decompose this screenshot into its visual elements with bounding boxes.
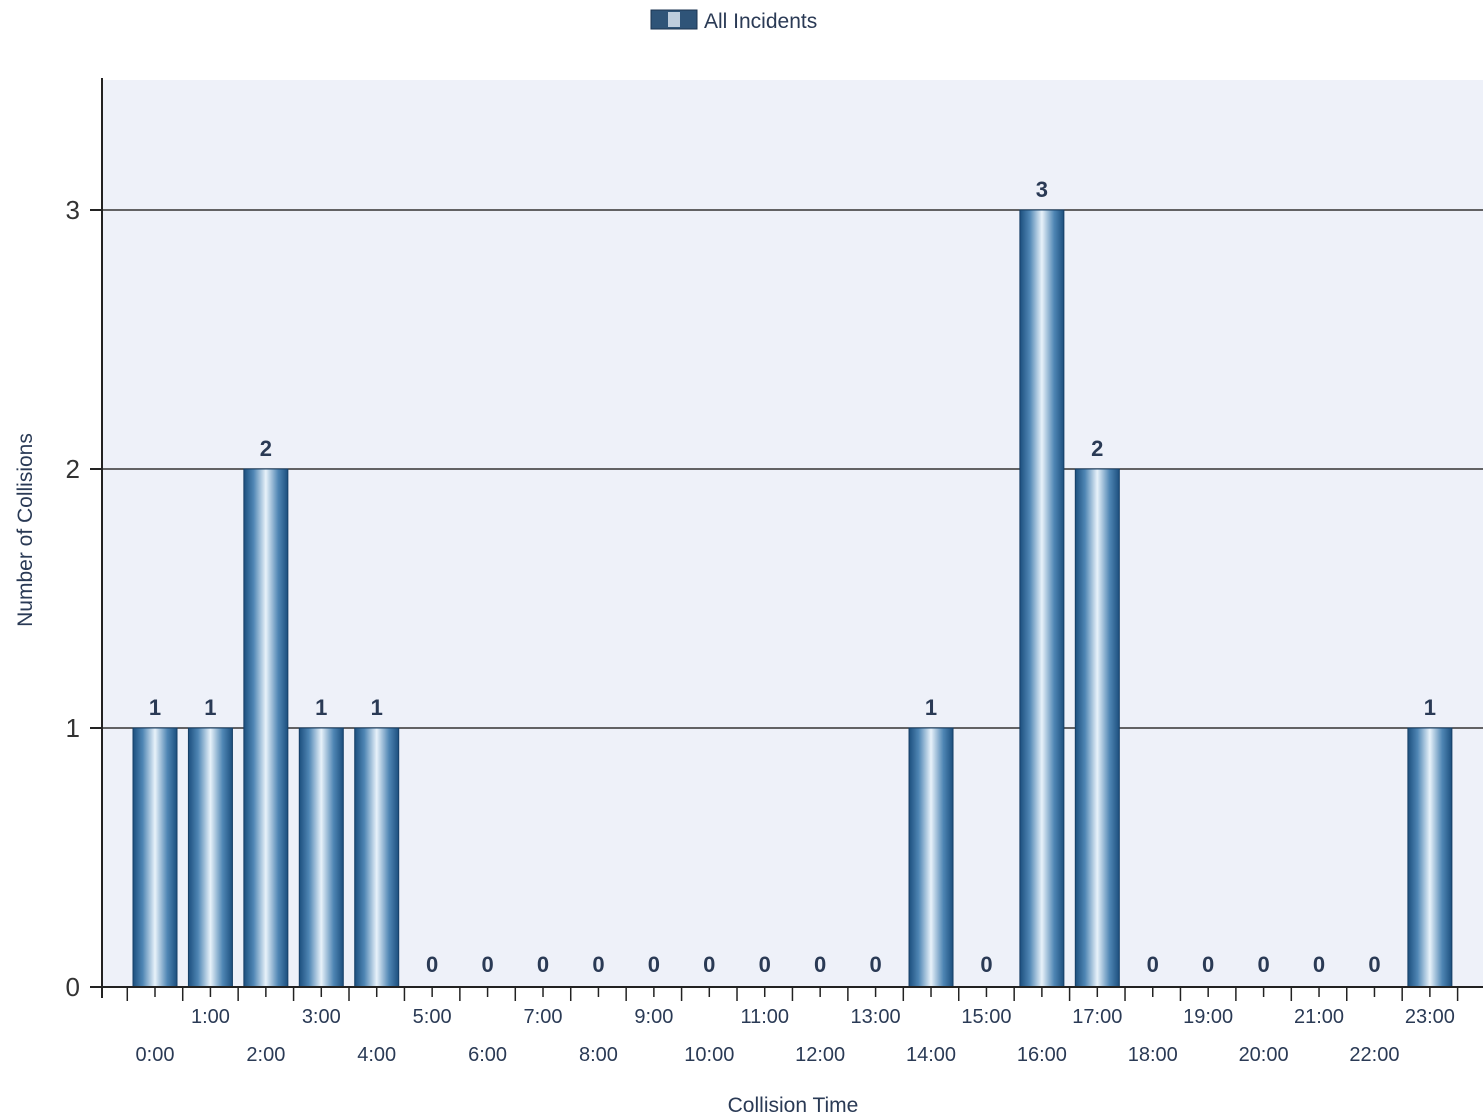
legend-label: All Incidents (704, 10, 817, 33)
x-tick-label-16:00: 16:00 (1017, 1044, 1067, 1066)
data-label-4:00: 1 (371, 695, 383, 720)
x-tick-label-22:00: 22:00 (1349, 1044, 1399, 1066)
data-label-5:00: 0 (426, 952, 438, 977)
x-tick-label-3:00: 3:00 (302, 1006, 341, 1028)
data-label-10:00: 0 (703, 952, 715, 977)
x-tick-label-8:00: 8:00 (579, 1044, 618, 1066)
data-label-12:00: 0 (814, 952, 826, 977)
y-tick-label: 1 (66, 713, 80, 743)
data-label-18:00: 0 (1147, 952, 1159, 977)
data-label-23:00: 1 (1424, 695, 1436, 720)
y-ticks: 0 1 2 3 (66, 195, 102, 1002)
data-label-17:00: 2 (1091, 436, 1103, 461)
data-label-8:00: 0 (592, 952, 604, 977)
legend: All Incidents (650, 9, 817, 33)
data-label-13:00: 0 (869, 952, 881, 977)
data-label-20:00: 0 (1257, 952, 1269, 977)
x-tick-label-10:00: 10:00 (684, 1044, 734, 1066)
bar-0:00 (132, 727, 178, 988)
x-tick-label-20:00: 20:00 (1239, 1044, 1289, 1066)
data-label-7:00: 0 (537, 952, 549, 977)
x-tick-label-13:00: 13:00 (851, 1006, 901, 1028)
bar-1:00 (187, 727, 233, 988)
x-tick-label-21:00: 21:00 (1294, 1006, 1344, 1028)
x-tick-label-6:00: 6:00 (468, 1044, 507, 1066)
x-tick-label-1:00: 1:00 (191, 1006, 230, 1028)
bar-3:00 (298, 727, 344, 988)
data-label-9:00: 0 (648, 952, 660, 977)
bars (132, 209, 1453, 988)
data-label-16:00: 3 (1036, 177, 1048, 202)
x-tick-label-14:00: 14:00 (906, 1044, 956, 1066)
x-axis-title: Collision Time (728, 1094, 859, 1117)
x-tick-label-0:00: 0:00 (136, 1044, 175, 1066)
x-tick-label-5:00: 5:00 (413, 1006, 452, 1028)
data-labels: 1 1 2 1 1 0 0 0 0 0 0 0 0 0 1 0 3 2 0 0 0 0 0 1 (149, 177, 1436, 977)
data-label-14:00: 1 (925, 695, 937, 720)
x-tick-label-4:00: 4:00 (357, 1044, 396, 1066)
data-label-15:00: 0 (980, 952, 992, 977)
data-label-6:00: 0 (481, 952, 493, 977)
data-label-21:00: 0 (1313, 952, 1325, 977)
data-label-2:00: 2 (260, 436, 272, 461)
x-tick-label-19:00: 19:00 (1183, 1006, 1233, 1028)
bar-16:00 (1019, 209, 1065, 988)
data-label-1:00: 1 (204, 695, 216, 720)
x-tick-label-11:00: 11:00 (740, 1006, 789, 1028)
bar-23:00 (1407, 727, 1453, 988)
x-tick-label-15:00: 15:00 (961, 1006, 1011, 1028)
y-axis-title: Number of Collisions (14, 433, 37, 627)
data-label-3:00: 1 (315, 695, 327, 720)
x-tick-label-7:00: 7:00 (524, 1006, 563, 1028)
x-tick-label-17:00: 17:00 (1072, 1006, 1122, 1028)
data-label-0:00: 1 (149, 695, 161, 720)
x-ticks: 0:00 1:00 2:00 3:00 4:00 5:00 6:00 7:00 8:00 9:00… (126, 987, 1459, 1066)
bar-17:00 (1074, 468, 1120, 988)
x-tick-label-2:00: 2:00 (246, 1044, 285, 1066)
bar-14:00 (908, 727, 954, 988)
bar-2:00 (243, 468, 289, 988)
y-tick-label: 3 (66, 195, 80, 225)
x-tick-label-12:00: 12:00 (795, 1044, 845, 1066)
data-label-19:00: 0 (1202, 952, 1214, 977)
x-tick-label-9:00: 9:00 (634, 1006, 673, 1028)
x-tick-label-18:00: 18:00 (1128, 1044, 1178, 1066)
bar-4:00 (354, 727, 400, 988)
data-label-11:00: 0 (759, 952, 771, 977)
y-tick-label: 2 (66, 454, 80, 484)
data-label-22:00: 0 (1368, 952, 1380, 977)
x-tick-label-23:00: 23:00 (1405, 1006, 1455, 1028)
y-tick-label: 0 (66, 972, 80, 1002)
